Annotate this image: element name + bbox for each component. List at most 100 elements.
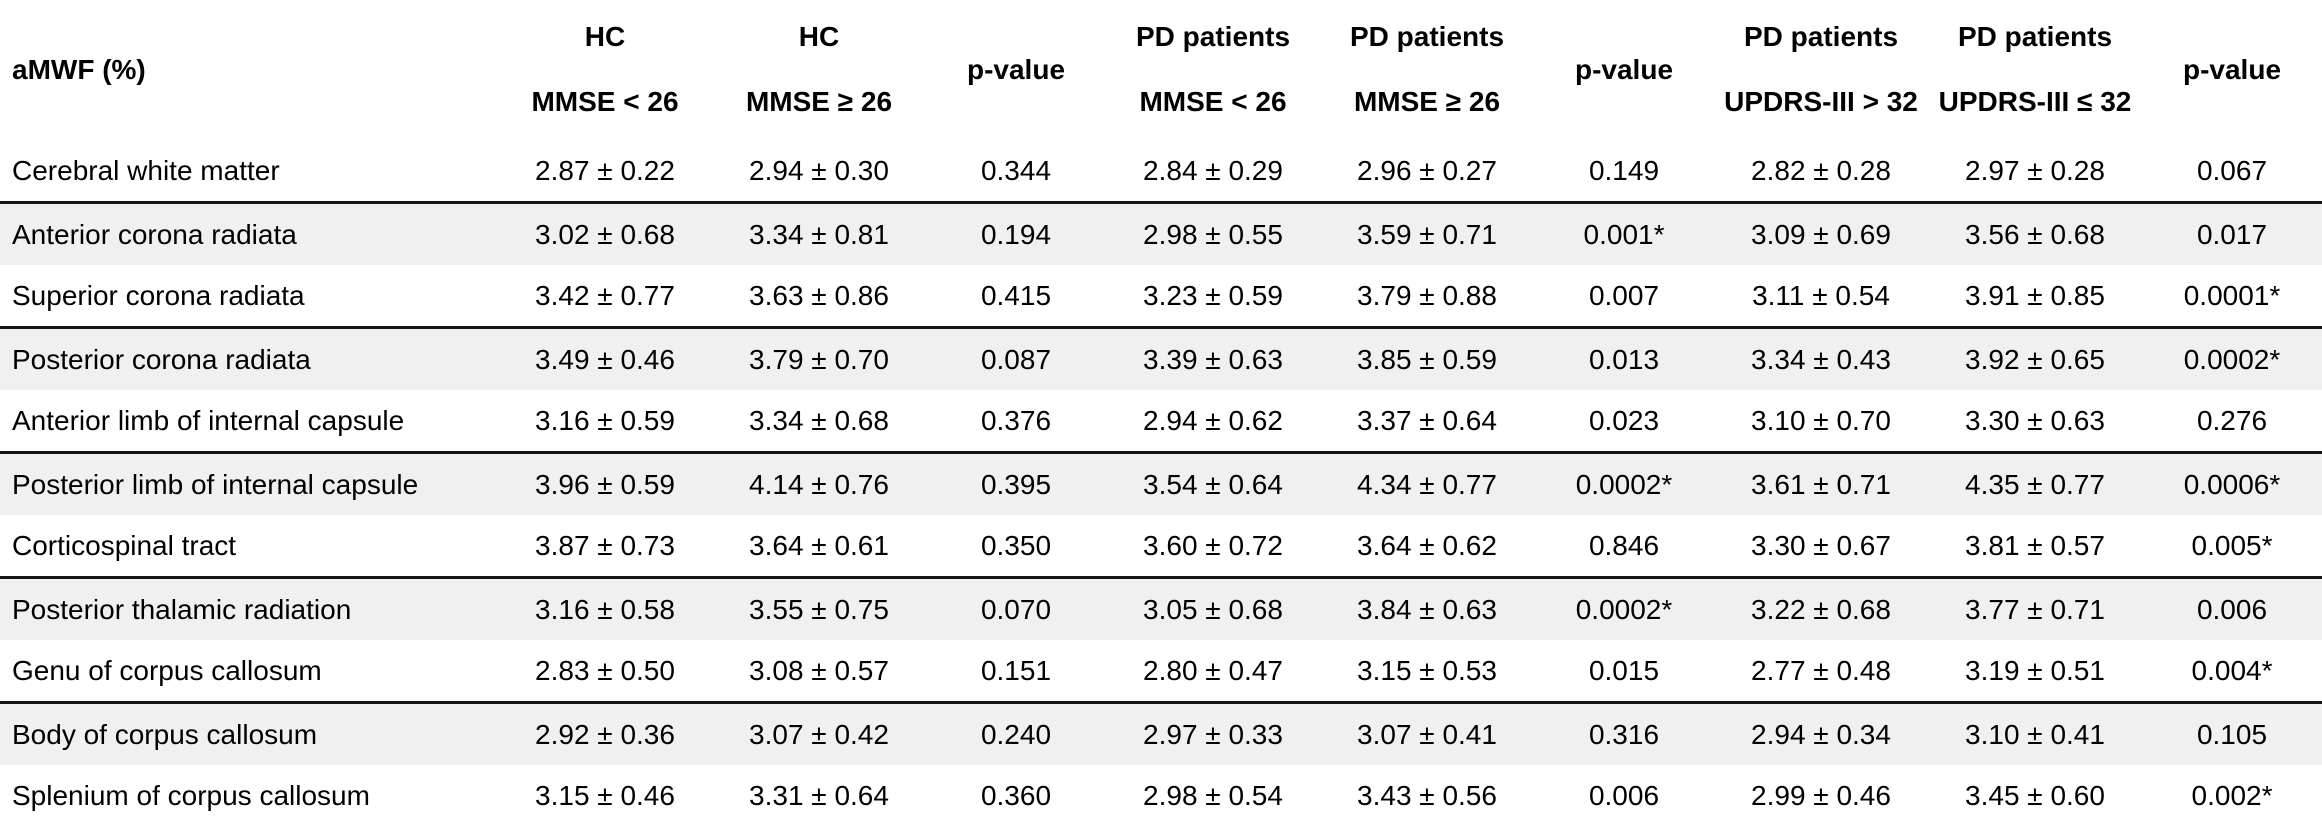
value-cell: 3.07 ± 0.41 [1320, 701, 1534, 765]
column-header-p-value-pd-mmse: p-value [1574, 54, 1674, 85]
value-cell: 2.84 ± 0.29 [1143, 154, 1283, 186]
value-cell: 3.60 ± 0.72 [1143, 529, 1283, 561]
header-two-line: PD patients UPDRS-III ≤ 32 [1928, 0, 2142, 140]
subgroup-label: MMSE ≥ 26 [1353, 86, 1501, 117]
value-cell: 3.08 ± 0.57 [749, 654, 889, 686]
value-cell: 3.19 ± 0.51 [1965, 654, 2105, 686]
value-cell: 3.56 ± 0.68 [1928, 201, 2142, 265]
table-row: Anterior corona radiata 3.02 ± 0.68 3.34 ±… [0, 201, 2322, 265]
p-value-cell: 0.316 [1534, 701, 1714, 765]
corner-header-amwf: aMWF (%) [12, 54, 146, 85]
value-cell: 3.10 ± 0.41 [1928, 701, 2142, 765]
value-cell: 3.79 ± 0.88 [1357, 279, 1497, 311]
group-label: HC [798, 21, 840, 53]
table-row: Body of corpus callosum 2.92 ± 0.36 3.07 ±… [0, 701, 2322, 765]
p-value-cell: 0.001* [1534, 201, 1714, 265]
value-cell: 3.42 ± 0.77 [535, 279, 675, 311]
row-label: Posterior thalamic radiation [0, 576, 498, 640]
value-cell: 3.84 ± 0.63 [1320, 576, 1534, 640]
value-cell: 3.07 ± 0.42 [712, 701, 926, 765]
p-value-cell: 0.015 [1588, 654, 1660, 686]
value-cell: 3.96 ± 0.59 [498, 451, 712, 515]
p-value-cell: 0.006 [2142, 576, 2322, 640]
value-cell: 3.81 ± 0.57 [1965, 529, 2105, 561]
value-cell: 3.30 ± 0.63 [1965, 404, 2105, 436]
row-label: Body of corpus callosum [0, 701, 498, 765]
value-cell: 4.34 ± 0.77 [1320, 451, 1534, 515]
column-header-pd-updrs-gt-32: PD patients UPDRS-III > 32 [1714, 0, 1928, 140]
p-value-cell: 0.0002* [2142, 326, 2322, 390]
value-cell: 3.64 ± 0.62 [1357, 529, 1497, 561]
value-cell: 3.63 ± 0.86 [749, 279, 889, 311]
p-value-cell: 0.067 [2196, 154, 2268, 186]
value-cell: 2.96 ± 0.27 [1357, 154, 1497, 186]
p-value-cell: 0.395 [926, 451, 1106, 515]
group-label: HC [584, 21, 626, 53]
p-value-cell: 0.0002* [1534, 451, 1714, 515]
value-cell: 3.22 ± 0.68 [1714, 576, 1928, 640]
value-cell: 2.98 ± 0.55 [1106, 201, 1320, 265]
header-two-line: HC MMSE < 26 [498, 0, 712, 140]
row-label: Superior corona radiata [12, 279, 305, 311]
p-value-cell: 0.344 [980, 154, 1052, 186]
header-two-line: PD patients UPDRS-III > 32 [1714, 0, 1928, 140]
value-cell: 2.87 ± 0.22 [535, 154, 675, 186]
header-two-line: PD patients MMSE < 26 [1106, 0, 1320, 140]
value-cell: 3.16 ± 0.59 [535, 404, 675, 436]
p-value-cell: 0.194 [926, 201, 1106, 265]
p-value-cell: 0.087 [926, 326, 1106, 390]
value-cell: 3.15 ± 0.46 [535, 780, 675, 812]
value-cell: 3.79 ± 0.70 [712, 326, 926, 390]
column-header-hc-mmse-lt-26: HC MMSE < 26 [498, 0, 712, 140]
table-row: Superior corona radiata 3.42 ± 0.77 3.63 ±… [0, 265, 2322, 328]
value-cell: 3.37 ± 0.64 [1357, 404, 1497, 436]
column-header-p-value-pd-updrs: p-value [2182, 54, 2282, 85]
row-label: Corticospinal tract [12, 529, 237, 561]
value-cell: 3.87 ± 0.73 [535, 529, 675, 561]
column-header-pd-updrs-le-32: PD patients UPDRS-III ≤ 32 [1928, 0, 2142, 140]
value-cell: 2.97 ± 0.28 [1965, 154, 2105, 186]
value-cell: 3.11 ± 0.54 [1752, 279, 1890, 311]
p-value-cell: 0.070 [926, 576, 1106, 640]
value-cell: 3.39 ± 0.63 [1106, 326, 1320, 390]
value-cell: 2.80 ± 0.47 [1143, 654, 1283, 686]
value-cell: 3.49 ± 0.46 [498, 326, 712, 390]
subgroup-label: UPDRS-III > 32 [1724, 86, 1918, 117]
value-cell: 2.94 ± 0.62 [1143, 404, 1283, 436]
value-cell: 3.30 ± 0.67 [1751, 529, 1891, 561]
value-cell: 3.55 ± 0.75 [712, 576, 926, 640]
value-cell: 3.10 ± 0.70 [1751, 404, 1891, 436]
value-cell: 3.02 ± 0.68 [498, 201, 712, 265]
value-cell: 2.99 ± 0.46 [1751, 780, 1891, 812]
value-cell: 2.94 ± 0.30 [749, 154, 889, 186]
p-value-cell: 0.149 [1588, 154, 1660, 186]
p-value-cell: 0.276 [2196, 404, 2268, 436]
value-cell: 3.34 ± 0.43 [1714, 326, 1928, 390]
row-label: Cerebral white matter [12, 154, 280, 186]
p-value-cell: 0.415 [980, 279, 1052, 311]
table-row: Cerebral white matter 2.87 ± 0.22 2.94 ± 0… [0, 140, 2322, 203]
group-label: PD patients [1135, 21, 1291, 53]
p-value-cell: 0.0002* [1534, 576, 1714, 640]
subgroup-label: UPDRS-III ≤ 32 [1938, 86, 2132, 117]
p-value-cell: 0.004* [2191, 654, 2273, 686]
table-row: Anterior limb of internal capsule 3.16 ± … [0, 390, 2322, 453]
value-cell: 2.98 ± 0.54 [1143, 780, 1283, 812]
row-label: Genu of corpus callosum [12, 654, 322, 686]
p-value-cell: 0.007 [1588, 279, 1660, 311]
header-row: aMWF (%) HC MMSE < 26 HC MMSE ≥ 26 p-val… [0, 0, 2322, 140]
table-row: Posterior limb of internal capsule 3.96 ±… [0, 451, 2322, 515]
value-cell: 2.92 ± 0.36 [498, 701, 712, 765]
subgroup-label: MMSE ≥ 26 [745, 86, 893, 117]
value-cell: 2.83 ± 0.50 [535, 654, 675, 686]
header-two-line: HC MMSE ≥ 26 [712, 0, 926, 140]
p-value-cell: 0.376 [980, 404, 1052, 436]
value-cell: 3.61 ± 0.71 [1714, 451, 1928, 515]
value-cell: 3.92 ± 0.65 [1928, 326, 2142, 390]
column-header-pd-mmse-lt-26: PD patients MMSE < 26 [1106, 0, 1320, 140]
p-value-cell: 0.005* [2191, 529, 2273, 561]
value-cell: 3.31 ± 0.64 [749, 780, 889, 812]
value-cell: 3.09 ± 0.69 [1714, 201, 1928, 265]
column-header-p-value-hc: p-value [966, 54, 1066, 85]
